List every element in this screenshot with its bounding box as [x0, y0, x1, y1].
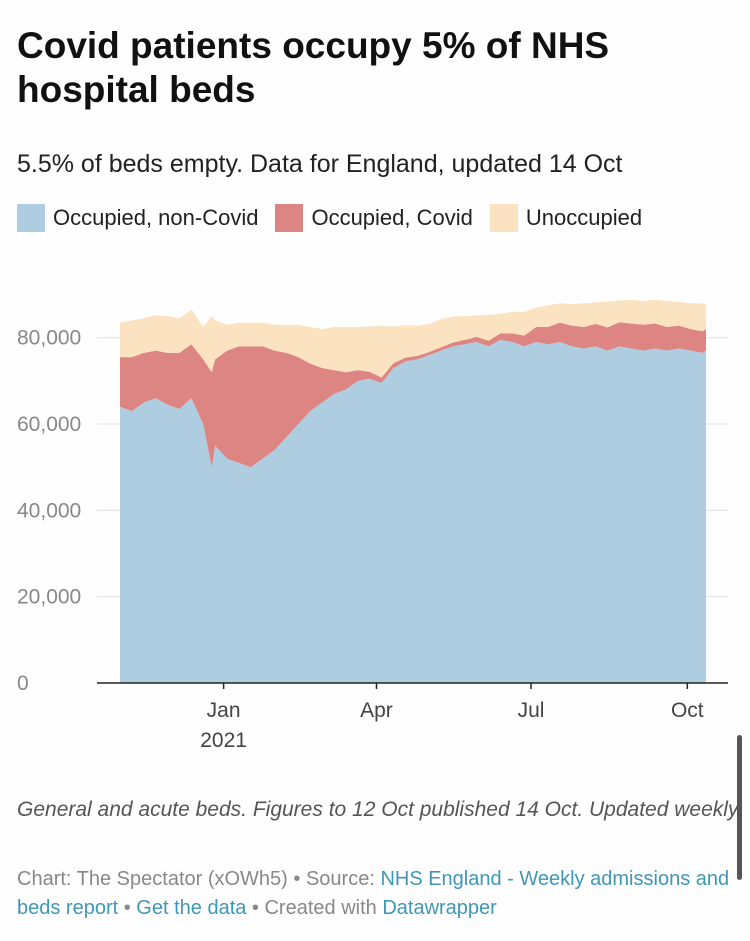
- area-unoccupied: [120, 299, 706, 378]
- scrollbar[interactable]: [737, 735, 742, 880]
- chart-credit: Chart: The Spectator (xOWh5) • Source: N…: [17, 865, 742, 923]
- x-tick-label: Jul: [518, 699, 545, 722]
- legend-item-non-covid: Occupied, non-Covid: [17, 204, 258, 232]
- chart-notes: General and acute beds. Figures to 12 Oc…: [17, 798, 739, 821]
- x-tick-label: Apr: [360, 699, 393, 722]
- y-tick-label: 60,000: [17, 413, 81, 436]
- y-tick-label: 0: [17, 672, 29, 695]
- y-tick-label: 20,000: [17, 586, 81, 609]
- axes: 0 20,000 40,000 60,000 80,000 Jan 2021 Apr Jul Oc…: [17, 327, 728, 752]
- chart-subtitle: 5.5% of beds empty. Data for England, up…: [17, 150, 623, 178]
- legend-item-unoccupied: Unoccupied: [489, 204, 643, 232]
- chart-legend: Occupied, non-Covid Occupied, Covid Unoc…: [17, 204, 659, 232]
- y-tick-label: 80,000: [17, 327, 81, 350]
- source-link[interactable]: NHS England - Weekly admissions and beds…: [17, 868, 730, 919]
- get-data-link[interactable]: Get the data: [136, 897, 247, 919]
- legend-label-covid: Occupied, Covid: [311, 205, 473, 230]
- x-tick-sublabel: 2021: [200, 729, 247, 752]
- legend-label-unoccupied: Unoccupied: [525, 205, 643, 230]
- x-tick-label: Oct: [671, 699, 704, 722]
- x-tick-label: Jan: [207, 699, 241, 722]
- legend-item-covid: Occupied, Covid: [275, 204, 473, 232]
- credit-sep-2: • Created with: [246, 897, 383, 919]
- credit-prefix: Chart: The Spectator (xOWh5) • Source:: [17, 868, 381, 890]
- area-series: [120, 299, 706, 683]
- credit-sep-1: •: [118, 897, 137, 919]
- area-occupied-non-covid: [120, 339, 706, 683]
- chart-title: Covid patients occupy 5% of NHS hospital…: [17, 25, 610, 110]
- area-occupied-covid: [120, 322, 706, 468]
- legend-swatch-covid: [275, 204, 304, 232]
- legend-swatch-non-covid: [17, 204, 45, 232]
- legend-swatch-unoccupied: [489, 204, 518, 232]
- chart-area: 0 20,000 40,000 60,000 80,000 Jan 2021 Apr Jul Oc…: [0, 240, 750, 765]
- stacked-area-chart: 0 20,000 40,000 60,000 80,000 Jan 2021 Apr Jul Oc…: [17, 299, 728, 752]
- legend-label-non-covid: Occupied, non-Covid: [53, 205, 259, 230]
- datawrapper-link[interactable]: Datawrapper: [382, 897, 497, 919]
- y-tick-label: 40,000: [17, 499, 81, 522]
